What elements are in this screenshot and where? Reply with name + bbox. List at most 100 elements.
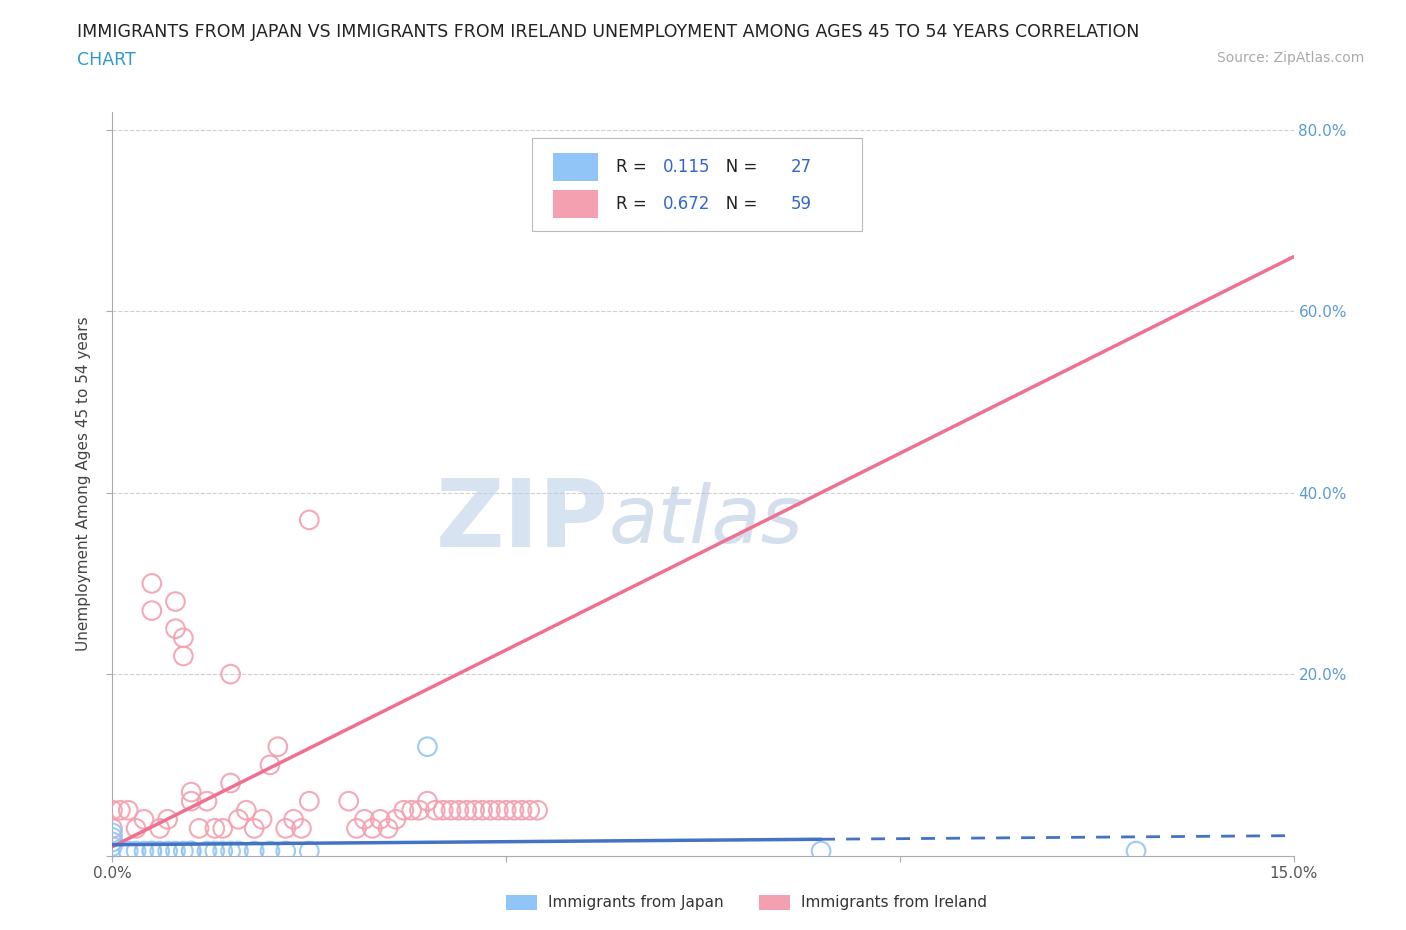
Point xyxy=(165,621,187,636)
Text: atlas: atlas xyxy=(609,482,803,560)
Point xyxy=(180,844,202,858)
Point xyxy=(219,667,242,682)
FancyBboxPatch shape xyxy=(531,138,862,231)
Point xyxy=(141,604,163,618)
Point xyxy=(101,821,124,836)
Text: IMMIGRANTS FROM JAPAN VS IMMIGRANTS FROM IRELAND UNEMPLOYMENT AMONG AGES 45 TO 5: IMMIGRANTS FROM JAPAN VS IMMIGRANTS FROM… xyxy=(77,23,1140,41)
Text: 0.672: 0.672 xyxy=(662,195,710,213)
Point xyxy=(510,803,533,817)
Point xyxy=(486,803,509,817)
Point xyxy=(377,821,399,836)
Point xyxy=(117,844,139,858)
Point xyxy=(117,803,139,817)
Text: R =: R = xyxy=(616,195,651,213)
Point xyxy=(228,844,250,858)
Point xyxy=(353,812,375,827)
Point xyxy=(101,839,124,854)
Text: Immigrants from Ireland: Immigrants from Ireland xyxy=(801,895,987,910)
Point xyxy=(432,803,454,817)
Point xyxy=(471,803,494,817)
Point xyxy=(440,803,463,817)
Text: 0.115: 0.115 xyxy=(662,158,710,176)
Point xyxy=(464,803,486,817)
Point xyxy=(385,812,408,827)
Point xyxy=(101,803,124,817)
Text: ZIP: ZIP xyxy=(436,475,609,566)
Point xyxy=(298,793,321,808)
Point xyxy=(368,812,391,827)
FancyBboxPatch shape xyxy=(553,153,598,180)
Point xyxy=(456,803,478,817)
Text: N =: N = xyxy=(710,158,762,176)
Point xyxy=(259,757,281,772)
Point xyxy=(156,844,179,858)
Point xyxy=(235,803,257,817)
Point xyxy=(172,844,194,858)
Point xyxy=(346,821,368,836)
Point xyxy=(283,812,305,827)
Point xyxy=(243,821,266,836)
Point xyxy=(141,576,163,591)
Point xyxy=(519,803,541,817)
Point xyxy=(101,826,124,841)
Point xyxy=(132,844,155,858)
Point xyxy=(228,812,250,827)
FancyBboxPatch shape xyxy=(553,190,598,218)
Point xyxy=(259,844,281,858)
Text: CHART: CHART xyxy=(77,51,136,69)
Point xyxy=(125,821,148,836)
Point xyxy=(274,821,297,836)
Text: R =: R = xyxy=(616,158,651,176)
Point xyxy=(495,803,517,817)
Point xyxy=(172,648,194,663)
Point xyxy=(425,803,447,817)
Text: 27: 27 xyxy=(790,158,811,176)
Text: Immigrants from Japan: Immigrants from Japan xyxy=(548,895,724,910)
Point xyxy=(101,830,124,844)
Point xyxy=(141,844,163,858)
Point xyxy=(810,844,832,858)
Y-axis label: Unemployment Among Ages 45 to 54 years: Unemployment Among Ages 45 to 54 years xyxy=(76,316,91,651)
Point xyxy=(180,785,202,800)
Point xyxy=(219,776,242,790)
Point xyxy=(250,812,273,827)
Point xyxy=(188,821,211,836)
Point xyxy=(1125,844,1147,858)
Text: N =: N = xyxy=(710,195,762,213)
Point xyxy=(290,821,312,836)
Point xyxy=(180,844,202,858)
Point xyxy=(172,631,194,645)
Point xyxy=(165,594,187,609)
Point xyxy=(149,844,172,858)
Point xyxy=(392,803,415,817)
Point xyxy=(298,844,321,858)
Point xyxy=(156,812,179,827)
Point xyxy=(267,739,290,754)
Point xyxy=(141,844,163,858)
Point xyxy=(180,793,202,808)
Point xyxy=(479,803,502,817)
Point xyxy=(195,793,218,808)
Point xyxy=(416,739,439,754)
Point xyxy=(211,844,233,858)
Point xyxy=(101,834,124,849)
Point xyxy=(447,803,470,817)
Point xyxy=(165,844,187,858)
Point xyxy=(526,803,548,817)
Point xyxy=(401,803,423,817)
Point xyxy=(195,844,218,858)
Point xyxy=(243,844,266,858)
Point xyxy=(534,213,557,228)
Point xyxy=(503,803,526,817)
Point xyxy=(416,793,439,808)
Point xyxy=(204,844,226,858)
Point xyxy=(274,844,297,858)
Text: 59: 59 xyxy=(790,195,811,213)
Text: Source: ZipAtlas.com: Source: ZipAtlas.com xyxy=(1216,51,1364,65)
Point xyxy=(298,512,321,527)
Point xyxy=(361,821,384,836)
Point xyxy=(211,821,233,836)
Point xyxy=(132,812,155,827)
Point xyxy=(408,803,430,817)
Point xyxy=(337,793,360,808)
